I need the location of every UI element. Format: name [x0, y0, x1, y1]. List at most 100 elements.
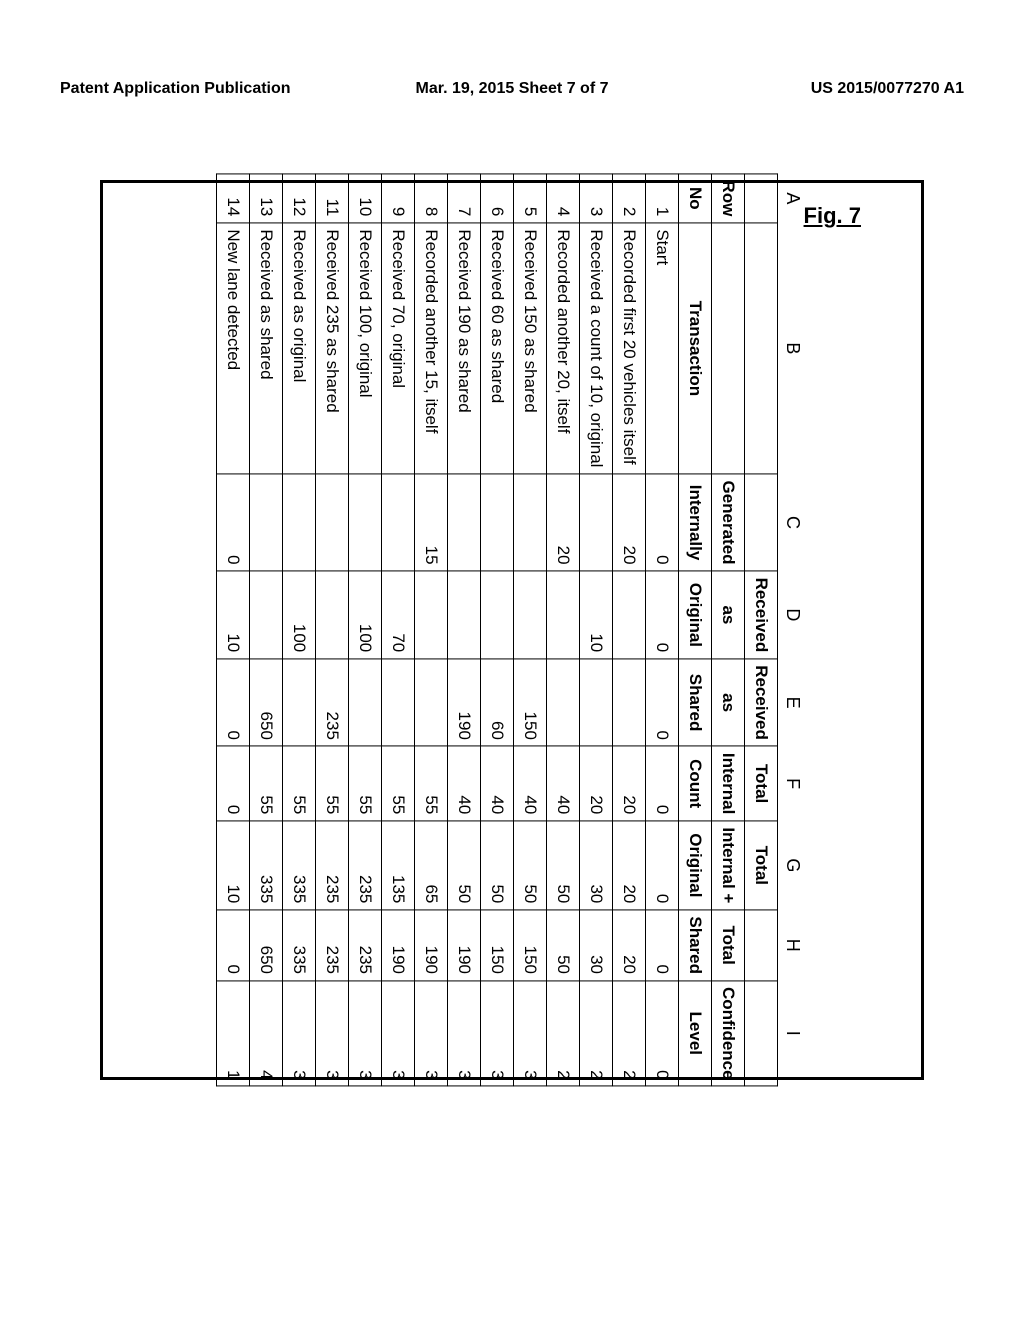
cell-d: [448, 571, 481, 659]
cell-c: 0: [646, 474, 679, 571]
cell-h: 190: [448, 910, 481, 981]
hcell: Internal +: [712, 821, 745, 910]
cell-i: 1: [217, 981, 250, 1087]
table-row: 7 Received 190 as shared 190 40 50 190 3: [448, 174, 481, 1086]
cell-no: 10: [349, 174, 382, 223]
table-row: 4 Recorded another 20, itself 20 40 50 5…: [547, 174, 580, 1086]
cell-txn: Received 150 as shared: [514, 223, 547, 474]
hcell: as: [712, 571, 745, 659]
cell-d: 100: [283, 571, 316, 659]
cell-d: [415, 571, 448, 659]
cell-no: 9: [382, 174, 415, 223]
cell-g: 10: [217, 821, 250, 910]
cell-f: 40: [547, 746, 580, 820]
cell-g: 235: [349, 821, 382, 910]
cell-g: 335: [250, 821, 283, 910]
cell-e: [613, 659, 646, 747]
cell-h: 150: [481, 910, 514, 981]
figure-frame: Fig. 7 A B C D E F G H I: [100, 180, 924, 1080]
cell-d: 10: [217, 571, 250, 659]
cell-txn: Received as original: [283, 223, 316, 474]
cell-h: 235: [316, 910, 349, 981]
cell-e: 0: [646, 659, 679, 747]
table-row: 10 Received 100, original 100 55 235 235…: [349, 174, 382, 1086]
table-row: 1 Start 0 0 0 0 0 0 0: [646, 174, 679, 1086]
table-rotated-wrap: A B C D E F G H I Received Received Tot: [216, 173, 808, 1086]
cell-i: 3: [448, 981, 481, 1087]
cell-i: 3: [481, 981, 514, 1087]
hcell: Shared: [679, 659, 712, 747]
cell-e: [349, 659, 382, 747]
hcell: [745, 223, 778, 474]
header-row-2: Row Generated as as Internal Internal + …: [712, 174, 745, 1086]
cell-txn: Received 70, original: [382, 223, 415, 474]
cell-d: [481, 571, 514, 659]
figure-label: Fig. 7: [804, 203, 861, 229]
cell-d: 0: [646, 571, 679, 659]
header-right: US 2015/0077270 A1: [811, 80, 964, 98]
table-row: 11 Received 235 as shared 235 55 235 235…: [316, 174, 349, 1086]
cell-txn: Start: [646, 223, 679, 474]
page: Patent Application Publication Mar. 19, …: [0, 0, 1024, 1320]
data-table: A B C D E F G H I Received Received Tot: [216, 173, 808, 1086]
cell-no: 11: [316, 174, 349, 223]
cell-txn: Received as shared: [250, 223, 283, 474]
cell-d: 10: [580, 571, 613, 659]
cell-txn: Received a count of 10, original: [580, 223, 613, 474]
cell-d: [514, 571, 547, 659]
cell-d: [316, 571, 349, 659]
hcell: Level: [679, 981, 712, 1087]
cell-c: [481, 474, 514, 571]
cell-c: 0: [217, 474, 250, 571]
hcell: Received: [745, 571, 778, 659]
column-letters-row: A B C D E F G H I: [778, 174, 809, 1086]
cell-i: 3: [514, 981, 547, 1087]
cell-f: 0: [646, 746, 679, 820]
cell-h: 190: [382, 910, 415, 981]
cell-h: 650: [250, 910, 283, 981]
cell-g: 50: [481, 821, 514, 910]
cell-no: 3: [580, 174, 613, 223]
hcell: Shared: [679, 910, 712, 981]
hcell: Received: [745, 659, 778, 747]
cell-h: 190: [415, 910, 448, 981]
hcell: Internally: [679, 474, 712, 571]
table-row: 3 Received a count of 10, original 10 20…: [580, 174, 613, 1086]
cell-e: [382, 659, 415, 747]
cell-e: 60: [481, 659, 514, 747]
cell-d: 100: [349, 571, 382, 659]
cell-c: [448, 474, 481, 571]
cell-d: [547, 571, 580, 659]
cell-e: [580, 659, 613, 747]
cell-no: 12: [283, 174, 316, 223]
hcell: [745, 981, 778, 1087]
cell-d: [250, 571, 283, 659]
cell-g: 0: [646, 821, 679, 910]
cell-g: 135: [382, 821, 415, 910]
cell-c: [250, 474, 283, 571]
cell-no: 8: [415, 174, 448, 223]
cell-txn: Received 100, original: [349, 223, 382, 474]
cell-c: 20: [613, 474, 646, 571]
cell-i: 0: [646, 981, 679, 1087]
hcell: Original: [679, 821, 712, 910]
cell-i: 2: [580, 981, 613, 1087]
cell-no: 2: [613, 174, 646, 223]
hcell: Transaction: [679, 223, 712, 474]
hcell: Original: [679, 571, 712, 659]
hcell: Total: [745, 746, 778, 820]
cell-f: 55: [250, 746, 283, 820]
cell-i: 3: [316, 981, 349, 1087]
hcell: [745, 174, 778, 223]
cell-h: 335: [283, 910, 316, 981]
cell-f: 20: [613, 746, 646, 820]
cell-c: [316, 474, 349, 571]
cell-g: 65: [415, 821, 448, 910]
cell-c: 20: [547, 474, 580, 571]
cell-c: [283, 474, 316, 571]
cell-txn: Recorded another 20, itself: [547, 223, 580, 474]
cell-f: 40: [514, 746, 547, 820]
cell-i: 3: [349, 981, 382, 1087]
cell-txn: Received 60 as shared: [481, 223, 514, 474]
table-row: 2 Recorded first 20 vehicles itself 20 2…: [613, 174, 646, 1086]
